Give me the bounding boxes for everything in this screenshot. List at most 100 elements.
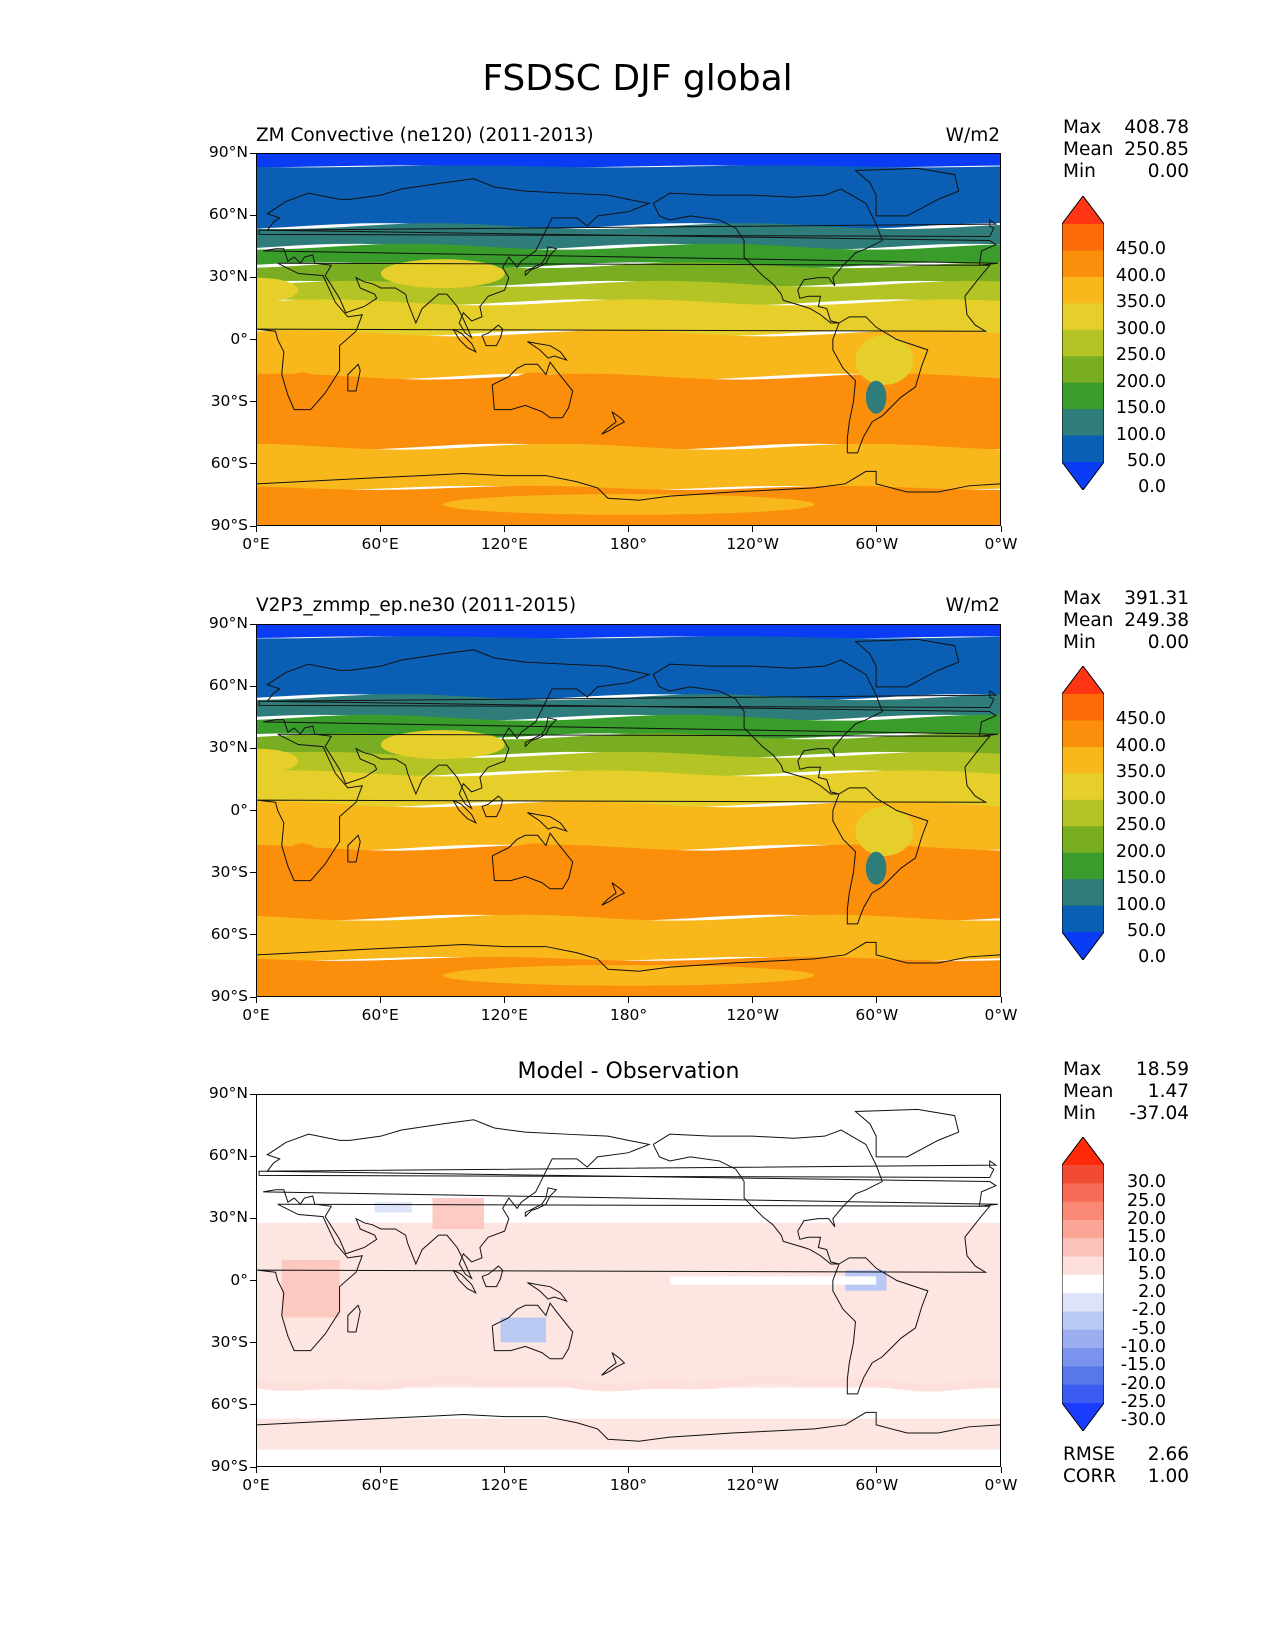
coastline-11 <box>347 363 361 392</box>
colorbar-label: -20.0 <box>1120 1373 1166 1394</box>
colorbar-segment-7 <box>1062 879 1104 907</box>
lat-tick <box>250 1093 256 1095</box>
colorbar-segment-3 <box>1062 1219 1104 1239</box>
panel-2-stats: Max 391.31 Mean 249.38 Min 0.00 <box>1063 588 1189 654</box>
lat-tick <box>250 1466 256 1468</box>
lon-tick-label: 120°W <box>726 535 779 553</box>
colorbar-top-extend <box>1062 666 1104 694</box>
lon-tick <box>752 526 754 532</box>
panel-1-title: ZM Convective (ne120) (2011-2013) <box>256 125 594 146</box>
coastline-13 <box>258 690 998 708</box>
coastline-13 <box>258 1160 998 1178</box>
colorbar-segment-1 <box>1062 720 1104 748</box>
lat-tick-label: 90°N <box>208 1084 248 1102</box>
figure-title: FSDSC DJF global <box>482 58 793 99</box>
coastline-1 <box>263 649 998 810</box>
diff-patch-1 <box>257 1418 1000 1450</box>
band-6 <box>257 770 1000 808</box>
lat-tick-label: 30°S <box>210 391 248 410</box>
colorbar-segment-7 <box>1062 1293 1104 1312</box>
land-patch-2 <box>257 748 299 774</box>
coastline-9 <box>452 328 477 353</box>
panel-3-metrics: RMSE 2.66 CORR 1.00 <box>1063 1444 1189 1488</box>
colorbar-segment-4 <box>1062 1238 1104 1258</box>
lat-tick <box>250 152 256 154</box>
band-7 <box>257 330 1000 380</box>
coastline-5 <box>491 832 574 890</box>
lon-tick <box>628 526 629 532</box>
band-2 <box>257 223 1000 250</box>
colorbar-label: 250.0 <box>1115 815 1166 836</box>
lat-tick-label: 30°S <box>210 1332 248 1351</box>
colorbar-label: 300.0 <box>1115 318 1166 339</box>
coastline-11 <box>347 834 361 863</box>
colorbar-label: -2.0 <box>1131 1300 1166 1321</box>
lon-tick-label: 60°W <box>855 1006 899 1024</box>
lat-tick-label: 0° <box>230 800 248 819</box>
band-8 <box>257 373 1000 450</box>
colorbar-label: 20.0 <box>1127 1208 1166 1229</box>
coastline-6 <box>257 1411 1000 1442</box>
colorbar-segment-8 <box>1062 435 1104 463</box>
colorbar-segment-6 <box>1062 852 1104 880</box>
lat-tick <box>250 276 256 278</box>
band-0 <box>257 625 1000 639</box>
coastline-0 <box>257 1203 991 1352</box>
band-1 <box>257 165 1000 230</box>
colorbar-segment-5 <box>1062 356 1104 384</box>
land-patch-4 <box>865 380 887 414</box>
colorbar-segment-2 <box>1062 1201 1104 1221</box>
coastline-8 <box>481 324 504 347</box>
lon-tick <box>379 526 381 532</box>
colorbar-segment-2 <box>1062 276 1104 304</box>
land-patch-3 <box>855 335 914 385</box>
stat-max: Max 391.31 <box>1063 588 1189 609</box>
coastline-10 <box>527 1282 568 1303</box>
colorbar-segment-4 <box>1062 799 1104 827</box>
lon-tick-label: 180° <box>609 535 648 553</box>
colorbar-segment-9 <box>1062 1329 1104 1349</box>
panel-3-colorbar: 30.0 25.0 20.0 15.0 10.0 5.0 2.0 -2.0 -5.0 -10.0-… <box>1062 1137 1166 1431</box>
coastline-1 <box>263 178 998 339</box>
lon-tick-label: 0°E <box>242 1006 270 1024</box>
lon-tick-label: 0°E <box>242 1476 270 1494</box>
colorbar-segment-5 <box>1062 826 1104 854</box>
lat-tick <box>250 463 256 465</box>
coastline-8 <box>481 1265 504 1288</box>
lat-tick-label: 30°N <box>208 267 248 286</box>
lon-tick-label: 120°E <box>480 535 528 553</box>
panel-3-title: Model - Observation <box>517 1059 740 1084</box>
colorbar-segment-0 <box>1062 224 1104 251</box>
stat-max: Max 18.59 <box>1063 1059 1189 1080</box>
lat-tick-label: 60°N <box>208 205 248 224</box>
lon-tick-label: 60°E <box>361 1006 399 1024</box>
coastline-4 <box>832 787 929 925</box>
coastline-2 <box>854 167 960 217</box>
land-patch-6 <box>442 494 815 515</box>
diff-spot-1 <box>500 1317 546 1343</box>
diff-patch-3 <box>432 1198 485 1229</box>
lon-tick-label: 60°E <box>361 535 399 553</box>
colorbar-label: 30.0 <box>1127 1172 1166 1193</box>
lon-tick <box>379 997 381 1003</box>
colorbar-segment-0 <box>1062 694 1104 721</box>
colorbar-label: 100.0 <box>1115 424 1166 445</box>
lat-tick <box>250 996 256 998</box>
lon-tick-label: 120°W <box>726 1476 779 1494</box>
colorbar-bottom-extend <box>1062 1403 1104 1431</box>
colorbar-label: -5.0 <box>1131 1318 1166 1339</box>
lat-tick-label: 30°N <box>208 738 248 757</box>
diff-spot-3 <box>374 1202 412 1213</box>
coastline-2 <box>854 638 960 688</box>
panel-2-title: V2P3_zmmp_ep.ne30 (2011-2015) <box>256 595 577 616</box>
lat-tick-label: 60°S <box>210 453 248 472</box>
coastline-9 <box>452 799 477 824</box>
colorbar-label: 400.0 <box>1115 735 1166 756</box>
coastline-9 <box>452 1269 477 1294</box>
lon-tick-label: 120°E <box>480 1006 528 1024</box>
colorbar-segment-2 <box>1062 746 1104 774</box>
band-8 <box>257 844 1000 921</box>
colorbar-segment-3 <box>1062 773 1104 801</box>
coastline-0 <box>257 262 991 411</box>
lon-tick <box>379 1467 381 1473</box>
